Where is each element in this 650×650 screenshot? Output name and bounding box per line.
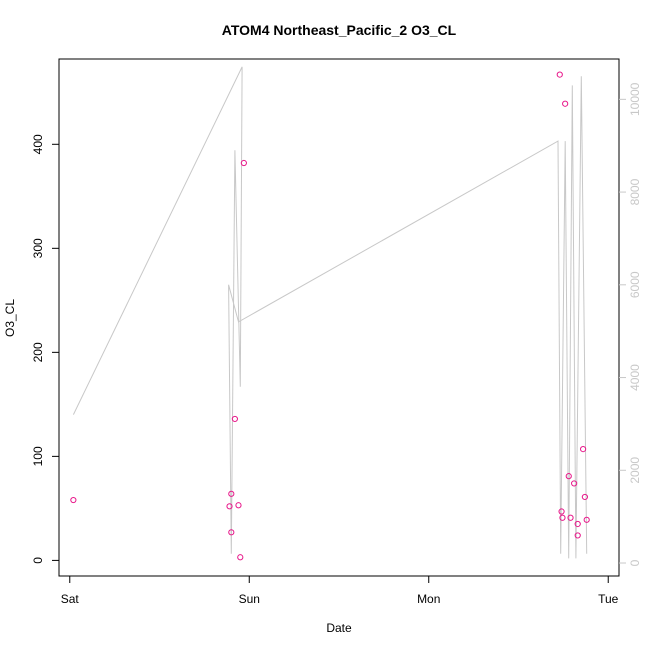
data-point	[228, 529, 235, 536]
right-y-axis: 0 2000 4000 6000 8000 10000	[619, 82, 642, 566]
x-axis: Sat Sun Mon Tue	[61, 576, 619, 606]
data-point	[237, 554, 244, 561]
data-point	[583, 516, 590, 523]
data-point	[574, 532, 581, 539]
data-point	[571, 480, 578, 487]
chart-title: ATOM4 Northeast_Pacific_2 O3_CL	[222, 22, 457, 38]
x-tick-label: Sun	[239, 592, 260, 606]
line-series	[72, 66, 588, 559]
data-point	[559, 514, 566, 521]
y2-tick-label: 0	[628, 559, 642, 566]
y2-tick-label: 6000	[628, 271, 642, 298]
y2-tick-label: 4000	[628, 364, 642, 391]
data-point	[556, 71, 563, 78]
series-line	[72, 66, 588, 559]
y-tick-label: 100	[31, 446, 45, 466]
data-point	[226, 503, 233, 510]
data-point	[228, 490, 235, 497]
data-point	[567, 514, 574, 521]
data-point	[558, 508, 565, 515]
x-tick-label: Mon	[417, 592, 440, 606]
x-axis-title: Date	[326, 621, 352, 635]
data-point	[231, 415, 238, 423]
y2-tick-label: 2000	[628, 457, 642, 484]
y-tick-label: 200	[31, 342, 45, 362]
x-tick-label: Tue	[598, 592, 619, 606]
data-point	[574, 520, 581, 528]
data-point	[70, 496, 77, 504]
point-series	[70, 71, 590, 561]
data-point	[565, 473, 572, 480]
y-tick-label: 300	[31, 238, 45, 258]
data-point	[235, 502, 242, 509]
y2-tick-label: 10000	[628, 82, 642, 116]
y-tick-label: 0	[31, 557, 45, 564]
plot-frame	[58, 58, 620, 577]
data-point	[581, 493, 588, 501]
y2-tick-label: 8000	[628, 178, 642, 205]
left-y-axis: 0 100 200 300 400	[31, 134, 59, 564]
data-point	[562, 100, 569, 107]
y-axis-title: O3_CL	[3, 299, 17, 337]
x-tick-label: Sat	[61, 592, 80, 606]
data-point	[240, 159, 247, 167]
y-tick-label: 400	[31, 134, 45, 154]
data-point	[580, 445, 587, 453]
